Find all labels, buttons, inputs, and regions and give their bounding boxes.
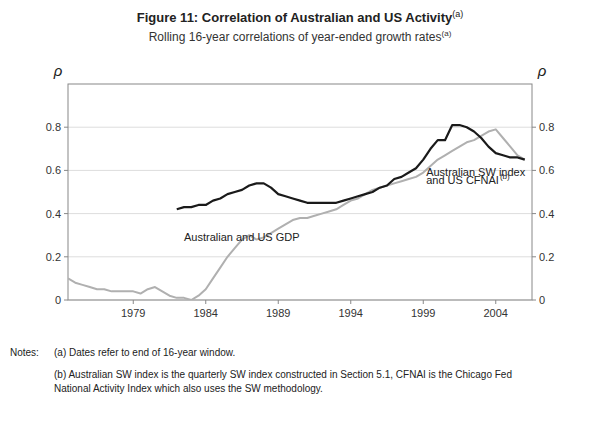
y2-tick-label: 0.2	[539, 251, 554, 263]
subtitle: Rolling 16-year correlations of year-end…	[149, 29, 452, 44]
x-tick	[495, 300, 496, 304]
plot-frame	[68, 84, 532, 300]
grid-line	[68, 256, 532, 257]
title-text: Figure 11: Correlation of Australian and…	[137, 10, 453, 25]
annotation-superscript: (b)	[500, 172, 510, 181]
x-tick	[205, 300, 206, 304]
x-tick-label: 1999	[411, 307, 435, 319]
title: Figure 11: Correlation of Australian and…	[137, 9, 463, 25]
subtitle-text: Rolling 16-year correlations of year-end…	[149, 30, 442, 44]
series-line	[68, 129, 525, 300]
grid	[68, 127, 532, 300]
series-line	[177, 125, 525, 209]
note: (b) Australian SW index is the quarterly…	[54, 369, 512, 380]
y2-tick	[532, 170, 536, 171]
note: National Activity Index which also uses …	[54, 383, 323, 394]
y2-tick-label: 0.6	[539, 164, 554, 176]
annotation-text: and US CFNAI	[426, 174, 499, 186]
y-tick	[64, 256, 68, 257]
x-tick-label: 2004	[484, 307, 508, 319]
y2-tick-label: 0	[539, 294, 545, 306]
notes: Notes: (a) Dates refer to end of 16-year …	[10, 347, 512, 394]
grid-line	[68, 213, 532, 214]
x-tick-label: 1984	[194, 307, 218, 319]
y-tick	[64, 170, 68, 171]
title-note: (a)	[452, 9, 463, 19]
x-tick-label: 1994	[339, 307, 363, 319]
y2-tick	[532, 213, 536, 214]
x-tick	[423, 300, 424, 304]
y2-tick	[532, 300, 536, 301]
y2-tick-label: 0.4	[539, 208, 554, 220]
subtitle-note: (a)	[442, 29, 452, 38]
y2-tick-label: 0.8	[539, 121, 554, 133]
x-tick	[278, 300, 279, 304]
annotations: Australian and US GDPAustralian SW index…	[184, 166, 526, 243]
y-tick-label: 0	[55, 294, 61, 306]
y-tick	[64, 213, 68, 214]
y-axis: 0 0.2 0.4 0.6 0.8	[46, 121, 68, 306]
y2-tick	[532, 256, 536, 257]
note: (a) Dates refer to end of 16-year window…	[54, 347, 235, 358]
chart: Figure 11: Correlation of Australian and…	[0, 0, 600, 434]
y-tick-label: 0.4	[46, 208, 61, 220]
annotation: and US CFNAI(b)	[426, 172, 510, 186]
notes-heading: Notes:	[10, 347, 39, 358]
y-tick-label: 0.8	[46, 121, 61, 133]
y-tick	[64, 300, 68, 301]
y2-tick	[532, 127, 536, 128]
y2-axis-label: ρ	[537, 62, 547, 79]
x-tick-label: 1979	[121, 307, 145, 319]
x-tick	[350, 300, 351, 304]
annotation-text: Australian and US GDP	[184, 231, 300, 243]
x-axis: 1979 1984 1989 1994 1999 2004	[121, 300, 508, 319]
y-axis-label: ρ	[53, 62, 63, 79]
annotation: Australian and US GDP	[184, 231, 300, 243]
x-tick-label: 1989	[266, 307, 290, 319]
x-tick	[133, 300, 134, 304]
y-tick-label: 0.2	[46, 251, 61, 263]
series-group	[68, 125, 525, 300]
y2-axis: 0 0.2 0.4 0.6 0.8	[532, 121, 554, 306]
y-tick-label: 0.6	[46, 164, 61, 176]
y-tick	[64, 127, 68, 128]
